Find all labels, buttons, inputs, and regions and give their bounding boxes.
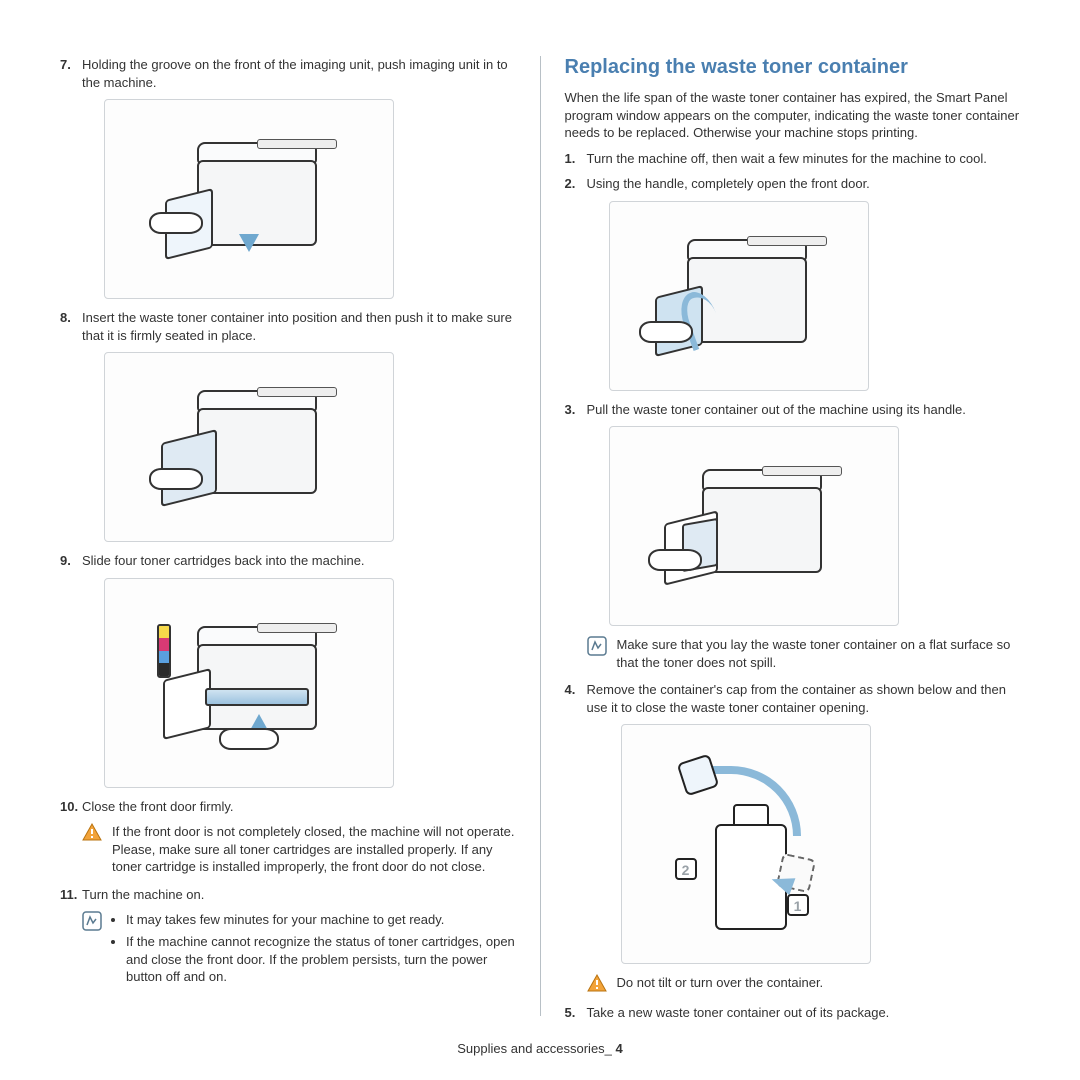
page-footer: Supplies and accessories_ 4 xyxy=(0,1041,1080,1056)
step-11: Turn the machine on. xyxy=(60,886,516,904)
step-text: Close the front door firmly. xyxy=(82,799,233,814)
warning-text: Do not tilt or turn over the container. xyxy=(617,974,824,994)
section-heading: Replacing the waste toner container xyxy=(565,56,1021,79)
step-text: Remove the container's cap from the cont… xyxy=(587,682,1006,715)
step-text: Take a new waste toner container out of … xyxy=(587,1005,890,1020)
step-text: Turn the machine on. xyxy=(82,887,204,902)
right-steps-cont: Remove the container's cap from the cont… xyxy=(565,681,1021,964)
footer-page: 4 xyxy=(616,1041,623,1056)
two-column-layout: Holding the groove on the front of the i… xyxy=(60,56,1020,1016)
left-steps: Holding the groove on the front of the i… xyxy=(60,56,516,815)
step-r3: Pull the waste toner container out of th… xyxy=(565,401,1021,627)
warning-icon xyxy=(587,974,607,994)
figure-slide-toner-cartridges xyxy=(104,578,394,788)
note-icon xyxy=(587,636,607,656)
note-bullets: It may takes few minutes for your machin… xyxy=(112,911,516,989)
callout-label-2: 2 xyxy=(675,858,697,880)
info-machine-ready: It may takes few minutes for your machin… xyxy=(60,911,516,989)
toner-color-strip xyxy=(157,624,171,678)
step-text: Holding the groove on the front of the i… xyxy=(82,57,508,90)
warning-text: If the front door is not completely clos… xyxy=(112,823,516,876)
figure-open-front-door xyxy=(609,201,869,391)
step-text: Slide four toner cartridges back into th… xyxy=(82,553,365,568)
left-column: Holding the groove on the front of the i… xyxy=(60,56,540,1016)
step-r2: Using the handle, completely open the fr… xyxy=(565,175,1021,391)
right-steps-cont2: Take a new waste toner container out of … xyxy=(565,1004,1021,1022)
right-column: Replacing the waste toner container When… xyxy=(540,56,1021,1016)
step-text: Turn the machine off, then wait a few mi… xyxy=(587,151,987,166)
warning-icon xyxy=(82,823,102,843)
footer-section: Supplies and accessories xyxy=(457,1041,604,1056)
figure-insert-waste-container xyxy=(104,352,394,542)
right-steps: Turn the machine off, then wait a few mi… xyxy=(565,150,1021,627)
step-10: Close the front door firmly. xyxy=(60,798,516,816)
warning-no-tilt: Do not tilt or turn over the container. xyxy=(565,974,1021,994)
step-r5: Take a new waste toner container out of … xyxy=(565,1004,1021,1022)
info-flat-surface: Make sure that you lay the waste toner c… xyxy=(565,636,1021,671)
left-steps-continued: Turn the machine on. xyxy=(60,886,516,904)
section-intro: When the life span of the waste toner co… xyxy=(565,89,1021,142)
step-8: Insert the waste toner container into po… xyxy=(60,309,516,542)
callout-label-1: 1 xyxy=(787,894,809,916)
step-r4: Remove the container's cap from the cont… xyxy=(565,681,1021,964)
warning-front-door: If the front door is not completely clos… xyxy=(60,823,516,876)
figure-cap-waste-container: 2 1 xyxy=(621,724,871,964)
figure-push-imaging-unit xyxy=(104,99,394,299)
note-bullet: It may takes few minutes for your machin… xyxy=(126,911,516,929)
step-7: Holding the groove on the front of the i… xyxy=(60,56,516,299)
step-text: Pull the waste toner container out of th… xyxy=(587,402,966,417)
figure-pull-waste-container xyxy=(609,426,899,626)
note-text: Make sure that you lay the waste toner c… xyxy=(617,636,1021,671)
step-text: Using the handle, completely open the fr… xyxy=(587,176,870,191)
note-icon xyxy=(82,911,102,931)
step-text: Insert the waste toner container into po… xyxy=(82,310,512,343)
step-9: Slide four toner cartridges back into th… xyxy=(60,552,516,788)
note-bullet: If the machine cannot recognize the stat… xyxy=(126,933,516,986)
step-r1: Turn the machine off, then wait a few mi… xyxy=(565,150,1021,168)
